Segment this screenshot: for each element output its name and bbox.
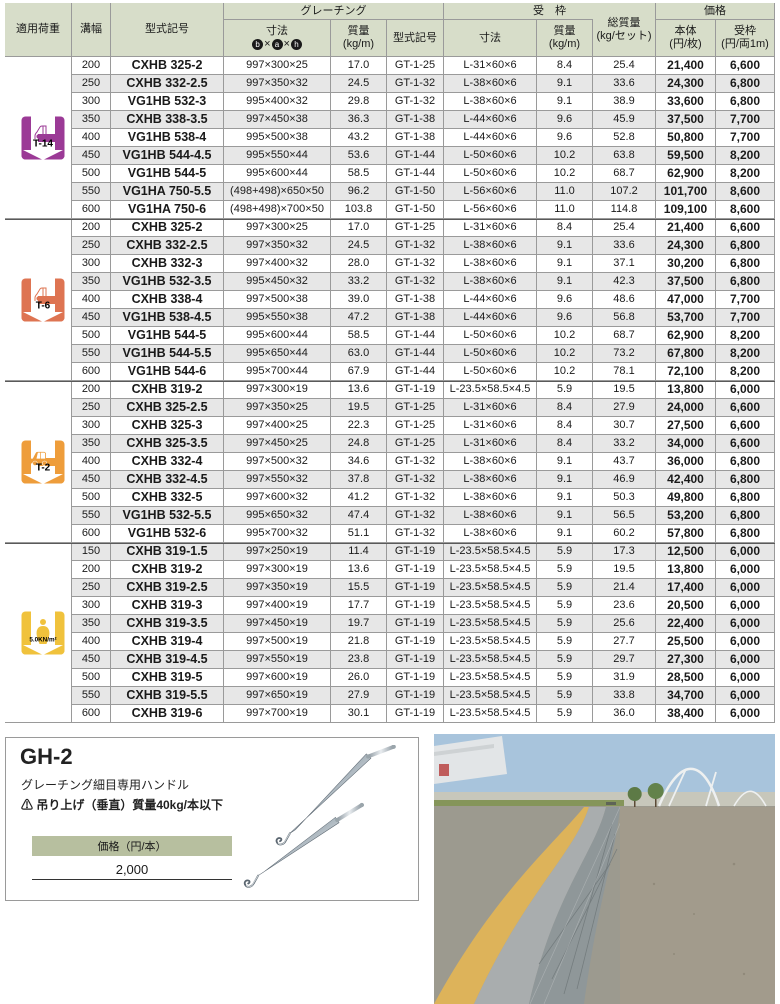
- svg-text:T-14: T-14: [33, 139, 53, 150]
- svg-text:T-2: T-2: [36, 463, 51, 474]
- svg-text:T-6: T-6: [36, 301, 51, 312]
- svg-text:5.0KN/m²: 5.0KN/m²: [29, 637, 56, 644]
